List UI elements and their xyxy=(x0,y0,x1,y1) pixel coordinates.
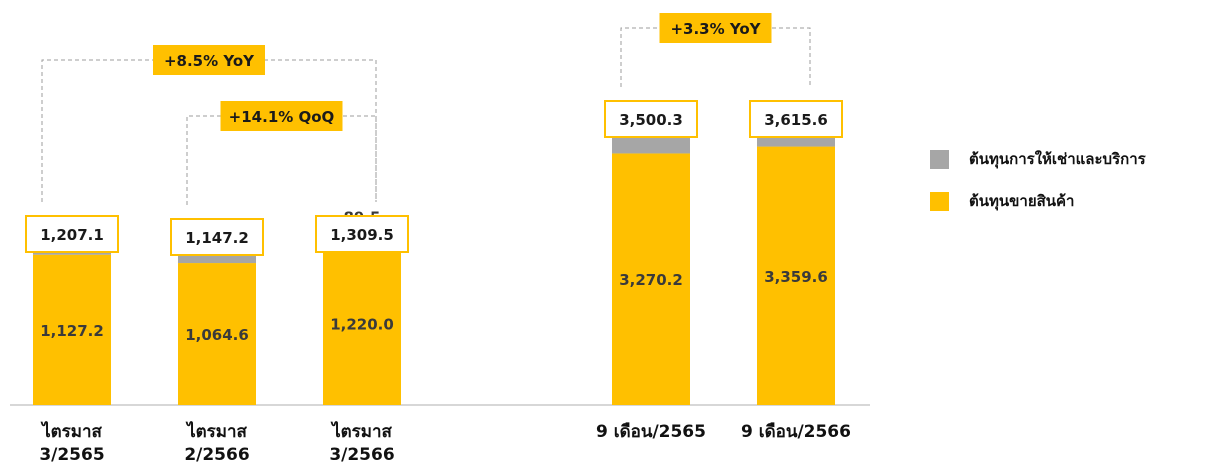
legend-label-goods: ต้นทุนขายสินค้า xyxy=(969,192,1075,210)
total-box-0-1 xyxy=(170,218,264,256)
x-tick-label-0-0-0: ไตรมาส xyxy=(40,421,102,442)
annotation-label-0-0: +8.5% YoY xyxy=(164,52,255,70)
total-label-0-0: 1,207.1 xyxy=(40,226,104,244)
bar-goods-1-0 xyxy=(612,153,690,405)
data-label-goods-1-0: 3,270.2 xyxy=(619,271,683,289)
total-box-1-1 xyxy=(749,100,843,138)
data-label-goods-0-1: 1,064.6 xyxy=(185,326,249,344)
data-label-goods-0-0: 1,127.2 xyxy=(40,322,104,340)
x-tick-label-1-0-0: 9 เดือน/2565 xyxy=(596,421,706,442)
bar-goods-1-1 xyxy=(757,146,835,406)
bar-goods-0-1 xyxy=(178,263,256,405)
bar-group-1 xyxy=(612,126,835,406)
total-box-0-0 xyxy=(25,215,119,253)
data-label-goods-1-1: 3,359.6 xyxy=(764,268,828,286)
annotation-badge-0-0 xyxy=(153,45,265,75)
total-box-0-2 xyxy=(315,215,409,253)
x-tick-label-0-1-0: ไตรมาส xyxy=(185,421,247,442)
bar-goods-0-2 xyxy=(323,242,401,405)
x-tick-label-0-2-1: 3/2566 xyxy=(329,445,394,463)
annotation-badge-0-1 xyxy=(220,101,343,131)
total-label-0-1: 1,147.2 xyxy=(185,229,249,247)
data-label-goods-0-2: 1,220.0 xyxy=(330,316,394,334)
bar-goods-0-0 xyxy=(33,254,111,405)
annotation-badge-1-0 xyxy=(659,13,772,43)
annotation-label-0-1: +14.1% QoQ xyxy=(229,108,335,126)
legend-swatch-rental xyxy=(930,149,949,169)
total-box-1-0 xyxy=(604,100,698,138)
annotation-connector-1-0 xyxy=(620,27,811,87)
x-tick-label-0-2-0: ไตรมาส xyxy=(330,421,392,442)
x-tick-label-1-1-0: 9 เดือน/2566 xyxy=(741,421,851,442)
bar-group-0 xyxy=(33,230,401,405)
legend-swatch-goods xyxy=(930,191,949,211)
total-label-1-0: 3,500.3 xyxy=(619,111,683,129)
x-tick-label-0-0-1: 3/2565 xyxy=(39,445,104,463)
x-tick-label-0-1-1: 2/2566 xyxy=(184,445,249,463)
bar-rental-0-1 xyxy=(178,252,256,264)
chart-legend: ต้นทุนการให้เช่าและบริการ ต้นทุนขายสินค้… xyxy=(930,145,1146,229)
legend-item-goods: ต้นทุนขายสินค้า xyxy=(930,187,1146,215)
legend-item-rental: ต้นทุนการให้เช่าและบริการ xyxy=(930,145,1146,173)
total-label-1-1: 3,615.6 xyxy=(764,111,828,129)
annotation-label-1-0: +3.3% YoY xyxy=(670,20,761,38)
total-label-0-2: 1,309.5 xyxy=(330,226,394,244)
bar-rental-1-0 xyxy=(612,135,690,154)
legend-label-rental: ต้นทุนการให้เช่าและบริการ xyxy=(969,150,1146,168)
